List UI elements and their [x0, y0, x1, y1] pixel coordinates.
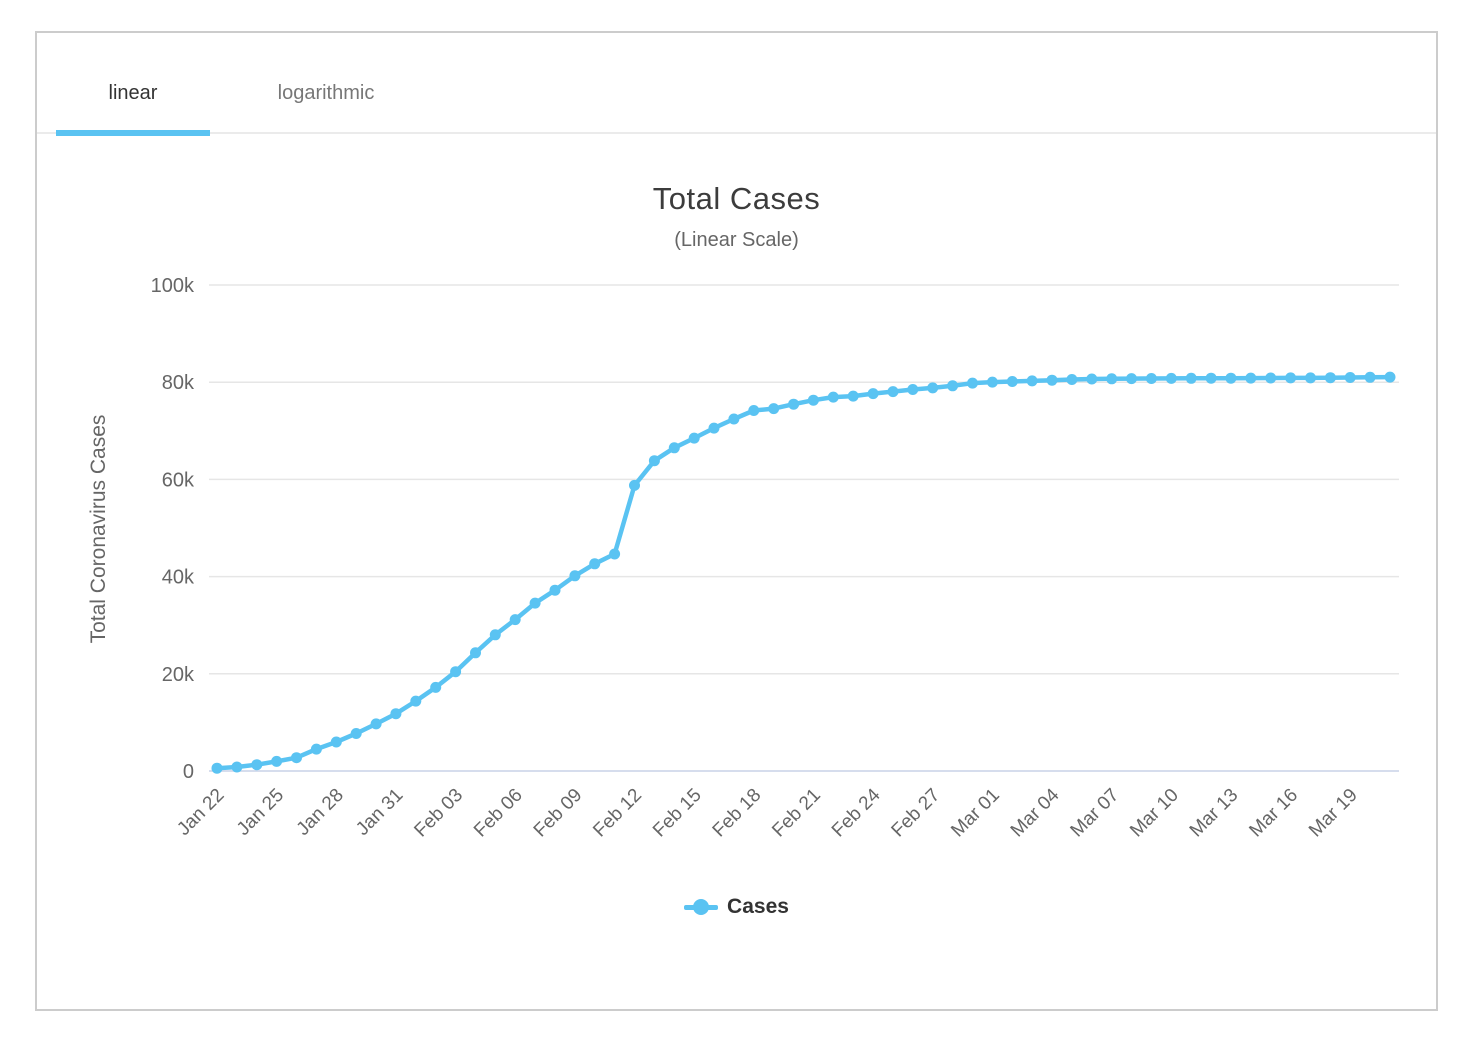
svg-text:Jan 28: Jan 28 [293, 785, 348, 840]
svg-text:20k: 20k [162, 664, 195, 686]
svg-text:Mar 01: Mar 01 [947, 785, 1004, 842]
svg-text:Feb 18: Feb 18 [709, 785, 766, 842]
svg-text:Jan 31: Jan 31 [352, 785, 407, 840]
svg-text:80k: 80k [162, 372, 195, 394]
svg-text:Mar 07: Mar 07 [1067, 785, 1124, 842]
chart-title: Total Cases [652, 181, 821, 216]
svg-text:Feb 12: Feb 12 [589, 785, 646, 842]
svg-text:Jan 25: Jan 25 [233, 785, 288, 840]
svg-text:40k: 40k [162, 567, 195, 589]
chart-subtitle: (Linear Scale) [674, 229, 799, 251]
svg-text:Mar 04: Mar 04 [1007, 784, 1064, 841]
svg-text:Mar 13: Mar 13 [1186, 785, 1243, 842]
svg-text:Feb 27: Feb 27 [888, 785, 945, 842]
svg-text:Feb 06: Feb 06 [470, 785, 527, 842]
svg-text:Feb 09: Feb 09 [530, 785, 587, 842]
svg-text:60k: 60k [162, 469, 195, 491]
svg-text:Feb 15: Feb 15 [649, 785, 706, 842]
cases-line-chart[interactable]: 0 20k 40k 60k 80k 100k Jan 22 Jan 25 Jan 28 Jan 3… [37, 33, 1440, 1013]
legend-series-marker-icon [684, 899, 719, 915]
svg-text:Mar 10: Mar 10 [1126, 785, 1183, 842]
svg-text:Mar 19: Mar 19 [1305, 785, 1362, 842]
svg-text:Feb 24: Feb 24 [828, 784, 885, 841]
svg-text:100k: 100k [151, 275, 195, 297]
svg-text:Feb 21: Feb 21 [768, 785, 825, 842]
active-tab-indicator [56, 130, 210, 136]
svg-text:Jan 22: Jan 22 [173, 785, 228, 840]
svg-text:Feb 03: Feb 03 [410, 785, 467, 842]
tab-logarithmic[interactable]: logarithmic [210, 82, 442, 132]
svg-text:0: 0 [183, 761, 194, 783]
chart-card: linear logarithmic Total Cases (Linear S… [35, 31, 1438, 1011]
scale-tabs: linear logarithmic [37, 33, 1436, 136]
svg-text:Mar 16: Mar 16 [1245, 785, 1302, 842]
tab-linear-label: linear [108, 82, 158, 104]
legend-item-cases[interactable]: Cases [37, 895, 1436, 919]
legend-label: Cases [727, 895, 789, 918]
tab-linear[interactable]: linear [56, 82, 210, 136]
tab-logarithmic-label: logarithmic [277, 82, 375, 104]
